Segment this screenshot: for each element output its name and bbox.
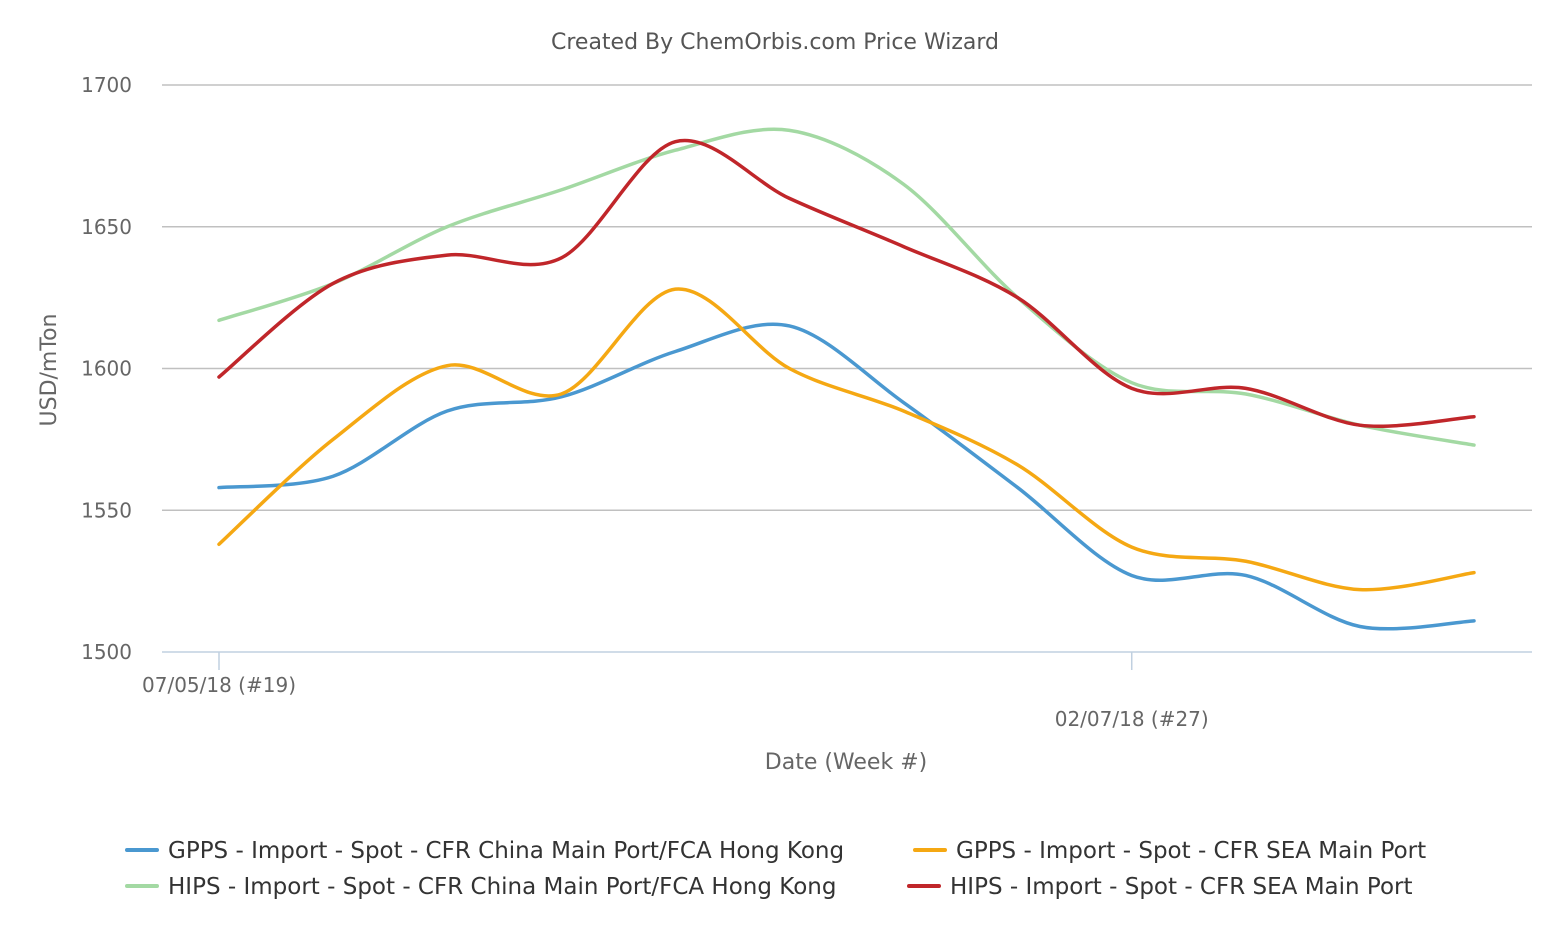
y-tick-label: 1600	[81, 357, 132, 381]
series-line-3	[217, 138, 1476, 428]
x-tick-label: 07/05/18 (#19)	[142, 673, 296, 697]
y-axis-title: USD/mTon	[37, 314, 62, 427]
y-tick-label: 1500	[81, 640, 132, 664]
chart-title: Created By ChemOrbis.com Price Wizard	[551, 30, 999, 55]
legend[interactable]: GPPS - Import - Spot - CFR China Main Po…	[125, 838, 1426, 900]
legend-label: GPPS - Import - Spot - CFR China Main Po…	[168, 838, 844, 864]
legend-item[interactable]: GPPS - Import - Spot - CFR SEA Main Port	[913, 838, 1426, 864]
legend-label: GPPS - Import - Spot - CFR SEA Main Port	[956, 838, 1426, 864]
series-line-0	[217, 322, 1476, 631]
legend-item[interactable]: HIPS - Import - Spot - CFR SEA Main Port	[907, 874, 1413, 900]
y-tick-label: 1650	[81, 215, 132, 239]
legend-label: HIPS - Import - Spot - CFR SEA Main Port	[950, 874, 1413, 900]
series-line-1	[217, 287, 1476, 592]
x-tick-label: 02/07/18 (#27)	[1055, 707, 1209, 731]
x-axis: 07/05/18 (#19) 02/07/18 (#27)	[142, 651, 1532, 731]
legend-label: HIPS - Import - Spot - CFR China Main Po…	[168, 874, 836, 900]
legend-item[interactable]: HIPS - Import - Spot - CFR China Main Po…	[125, 874, 836, 900]
series-lines	[217, 127, 1476, 631]
y-tick-label: 1550	[81, 498, 132, 522]
grid	[162, 84, 1532, 511]
y-tick-label: 1700	[81, 73, 132, 97]
x-axis-title: Date (Week #)	[765, 750, 927, 775]
series-line-2	[217, 127, 1476, 447]
legend-item[interactable]: GPPS - Import - Spot - CFR China Main Po…	[125, 838, 844, 864]
y-axis: 1500 1550 1600 1650 1700	[81, 73, 132, 664]
